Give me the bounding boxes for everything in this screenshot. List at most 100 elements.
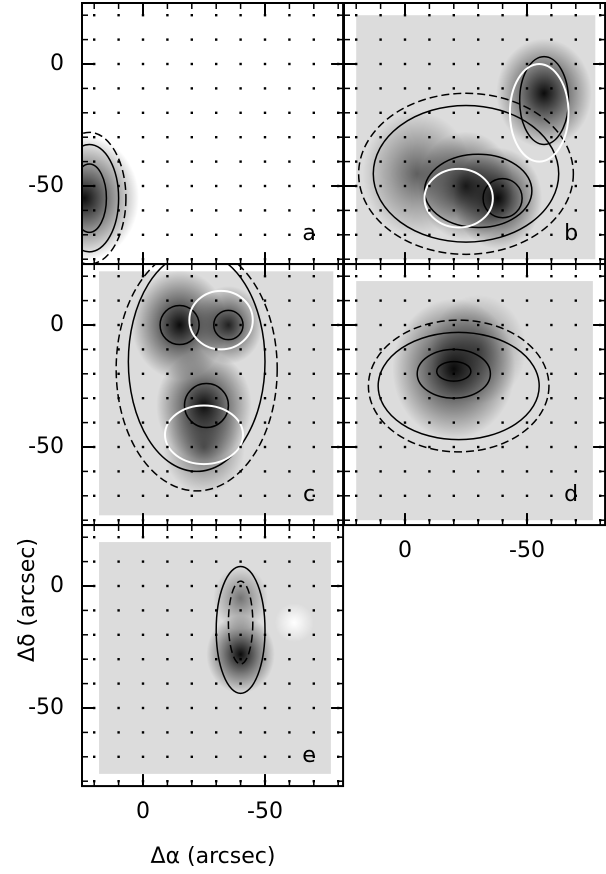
grid-dot (525, 421, 529, 424)
grid-dot (403, 136, 407, 139)
grid-dot (403, 494, 407, 497)
grid-dot (239, 372, 242, 375)
grid-dot (166, 560, 169, 563)
grid-dot (428, 397, 431, 400)
grid-dot (379, 323, 382, 327)
grid-dot (312, 470, 315, 473)
grid-dot (379, 111, 382, 114)
grid-dot (288, 560, 291, 563)
grid-dot (141, 421, 145, 424)
grid-dot (166, 209, 169, 212)
grid-dot (215, 658, 218, 661)
grid-dot (452, 111, 455, 114)
grid-dot (141, 62, 145, 66)
grid-dot (550, 62, 553, 66)
grid-dot (190, 470, 193, 473)
grid-dot (215, 111, 218, 114)
grid-dot (93, 682, 96, 685)
grid-dot (428, 275, 431, 278)
grid-dot (428, 421, 431, 424)
grid-dot (525, 299, 529, 302)
grid-dot (141, 184, 145, 188)
grid-dot (525, 445, 529, 449)
grid-dot (117, 445, 120, 449)
grid-dot (355, 397, 358, 400)
grid-dot (166, 706, 169, 710)
grid-dot (477, 470, 480, 473)
grid-dot (477, 445, 480, 449)
grid-dot (263, 494, 267, 497)
grid-dot (574, 87, 577, 90)
grid-dot (574, 323, 577, 327)
y-tick-label: 0 (50, 51, 64, 76)
grid-dot (403, 299, 407, 302)
grid-dot (117, 323, 120, 327)
grid-dot (403, 233, 407, 236)
y-tick-label: -50 (28, 434, 64, 459)
grid-dot (550, 397, 553, 400)
grid-dot (239, 421, 242, 424)
grid-dot (288, 299, 291, 302)
grid-dot (501, 397, 504, 400)
grid-dot (141, 731, 145, 734)
grid-dot (117, 87, 120, 90)
contour (508, 63, 570, 163)
grid-dot (312, 658, 315, 661)
contour (372, 104, 560, 243)
grid-dot (501, 348, 504, 351)
grid-dot (166, 38, 169, 41)
grid-dot (93, 275, 96, 278)
grid-dot (166, 755, 169, 758)
grid-dot (379, 372, 382, 375)
grid-dot (477, 494, 480, 497)
grid-dot (215, 348, 218, 351)
grid-dot (215, 397, 218, 400)
grid-dot (263, 299, 267, 302)
contour (163, 404, 245, 466)
grid-dot (117, 275, 120, 278)
grid-dot (403, 323, 407, 327)
grid-dot (239, 184, 242, 188)
grid-dot (452, 323, 455, 327)
grid-dot (574, 494, 577, 497)
grid-dot (428, 111, 431, 114)
grid-dot (190, 136, 193, 139)
grid-dot (477, 209, 480, 212)
grid-dot (141, 609, 145, 612)
grid-dot (263, 62, 267, 66)
grid-dot (288, 536, 291, 539)
map-image (82, 14, 340, 265)
grid-dot (288, 494, 291, 497)
contour (82, 131, 127, 265)
grid-dot (574, 160, 577, 163)
grid-dot (166, 633, 169, 636)
grid-dot (312, 209, 315, 212)
grid-dot (263, 323, 267, 327)
grid-dot (166, 323, 169, 327)
grid-dot (403, 397, 407, 400)
grid-dot (263, 706, 267, 710)
grid-dot (477, 372, 480, 375)
grid-dot (166, 160, 169, 163)
grid-dot (141, 397, 145, 400)
grid-dot (403, 275, 407, 278)
grid-dot (288, 609, 291, 612)
grid-dot (117, 111, 120, 114)
grid-dot (117, 560, 120, 563)
grid-dot (93, 62, 96, 66)
grid-dot (190, 111, 193, 114)
panel: 0 -50 c (28, 263, 345, 527)
emission (213, 566, 268, 630)
grid-dot (93, 184, 96, 188)
grid-dot (93, 233, 96, 236)
grid-dot (355, 160, 358, 163)
grid-dot (288, 755, 291, 758)
grid-dot (477, 184, 480, 188)
map-image (355, 275, 602, 522)
grid-dot (288, 706, 291, 710)
contour (115, 264, 278, 492)
grid-dot (93, 584, 96, 588)
grid-dot (93, 445, 96, 449)
grid-dot (215, 682, 218, 685)
grid-dot (379, 38, 382, 41)
